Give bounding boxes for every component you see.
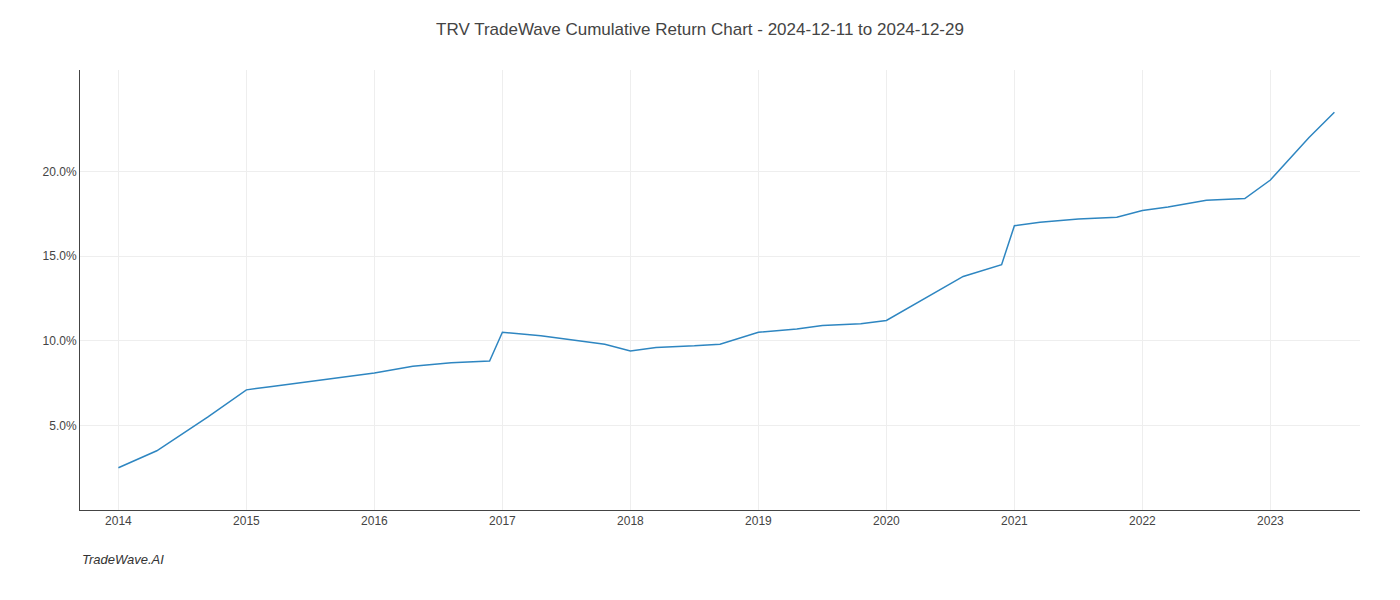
svg-text:15.0%: 15.0% — [43, 249, 77, 263]
svg-text:10.0%: 10.0% — [43, 334, 77, 348]
svg-text:TRV TradeWave Cumulative Retur: TRV TradeWave Cumulative Return Chart - … — [436, 20, 964, 39]
svg-text:2014: 2014 — [105, 514, 132, 528]
svg-text:2018: 2018 — [617, 514, 644, 528]
svg-text:2022: 2022 — [1129, 514, 1156, 528]
svg-text:2023: 2023 — [1257, 514, 1284, 528]
svg-text:5.0%: 5.0% — [49, 419, 77, 433]
svg-text:2020: 2020 — [873, 514, 900, 528]
svg-text:20.0%: 20.0% — [43, 165, 77, 179]
svg-text:2021: 2021 — [1001, 514, 1028, 528]
svg-text:TradeWave.AI: TradeWave.AI — [82, 552, 164, 567]
svg-text:2015: 2015 — [233, 514, 260, 528]
svg-text:2017: 2017 — [489, 514, 516, 528]
svg-text:2016: 2016 — [361, 514, 388, 528]
svg-text:2019: 2019 — [745, 514, 772, 528]
